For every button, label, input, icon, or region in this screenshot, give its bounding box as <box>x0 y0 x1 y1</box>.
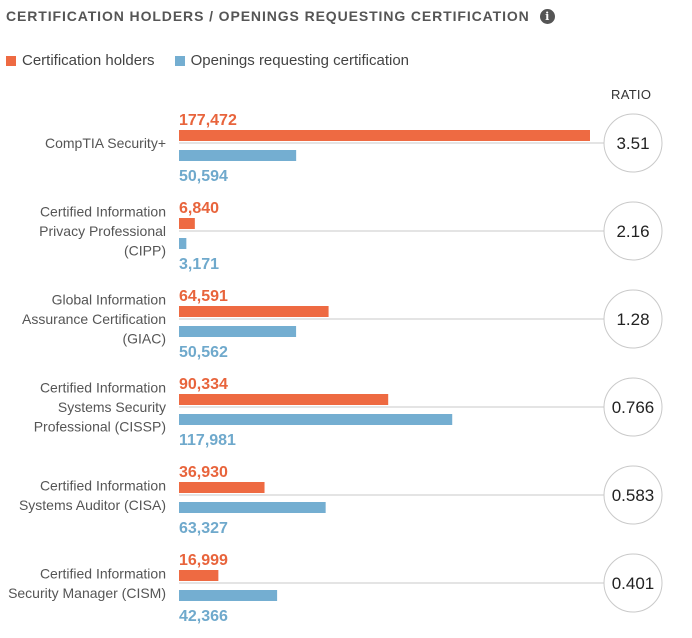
category-label: Security Manager (CISM) <box>8 585 166 601</box>
value-label-holders: 177,472 <box>179 112 237 129</box>
ratio-value: 2.16 <box>616 222 649 241</box>
category-label: Global Information <box>52 292 166 308</box>
category-label: Professional (CISSP) <box>34 419 166 435</box>
ratio-circle <box>603 113 663 173</box>
bar-holders <box>179 218 195 229</box>
category-label: Certified Information <box>40 565 166 581</box>
chart-header: CERTIFICATION HOLDERS / OPENINGS REQUEST… <box>6 8 555 24</box>
bar-openings <box>179 502 326 513</box>
ratio-value: 0.583 <box>612 486 655 505</box>
value-label-openings: 117,981 <box>179 432 236 449</box>
category-label: (GIAC) <box>122 331 166 347</box>
ratio-value: 1.28 <box>616 310 649 329</box>
category-label: CompTIA Security+ <box>45 135 166 151</box>
legend-swatch-holders <box>6 55 16 66</box>
bar-openings <box>179 590 278 601</box>
ratio-circle <box>603 201 663 261</box>
category-label: Certified Information <box>40 477 166 493</box>
legend-item-openings[interactable]: Openings requesting certification <box>174 52 410 69</box>
legend-item-holders[interactable]: Certification holders <box>6 52 155 69</box>
category-label: Systems Auditor (CISA) <box>19 497 166 513</box>
ratio-column-header: RATIO <box>611 87 652 102</box>
value-label-holders: 64,591 <box>179 288 228 305</box>
value-label-holders: 90,334 <box>179 376 228 393</box>
bar-openings <box>179 326 297 337</box>
ratio-circle <box>603 553 663 613</box>
bar-holders <box>179 482 265 493</box>
bar-openings <box>179 238 187 249</box>
value-label-openings: 50,562 <box>179 344 228 361</box>
bar-holders <box>179 394 389 405</box>
value-label-holders: 6,840 <box>179 200 219 217</box>
ratio-value: 0.401 <box>612 574 655 593</box>
bar-holders <box>179 570 219 581</box>
ratio-circle <box>603 289 663 349</box>
value-label-openings: 50,594 <box>179 168 228 185</box>
value-label-holders: 36,930 <box>179 464 228 481</box>
value-label-openings: 63,327 <box>179 520 228 537</box>
bar-openings <box>179 150 297 161</box>
ratio-value: 0.766 <box>612 398 655 417</box>
legend: Certification holders Openings requestin… <box>6 52 429 69</box>
legend-label-openings: Openings requesting certification <box>190 52 410 69</box>
value-label-openings: 3,171 <box>179 256 219 273</box>
chart-title: CERTIFICATION HOLDERS / OPENINGS REQUEST… <box>6 8 530 24</box>
ratio-circle <box>603 377 663 437</box>
info-icon[interactable]: i <box>539 8 555 24</box>
bar-holders <box>179 130 590 141</box>
legend-label-holders: Certification holders <box>22 52 155 69</box>
category-label: Assurance Certification <box>22 311 166 327</box>
category-label: (CIPP) <box>124 243 166 259</box>
category-label: Certified Information <box>40 204 166 220</box>
value-label-openings: 42,366 <box>179 608 228 625</box>
ratio-value: 3.51 <box>616 134 649 153</box>
category-label: Privacy Professional <box>39 223 166 239</box>
value-label-holders: 16,999 <box>179 552 228 569</box>
legend-swatch-openings <box>174 55 185 66</box>
bar-holders <box>179 306 329 317</box>
ratio-circle <box>603 465 663 525</box>
category-label: Systems Security <box>58 399 166 415</box>
category-label: Certified Information <box>40 380 166 396</box>
bar-openings <box>179 414 453 425</box>
